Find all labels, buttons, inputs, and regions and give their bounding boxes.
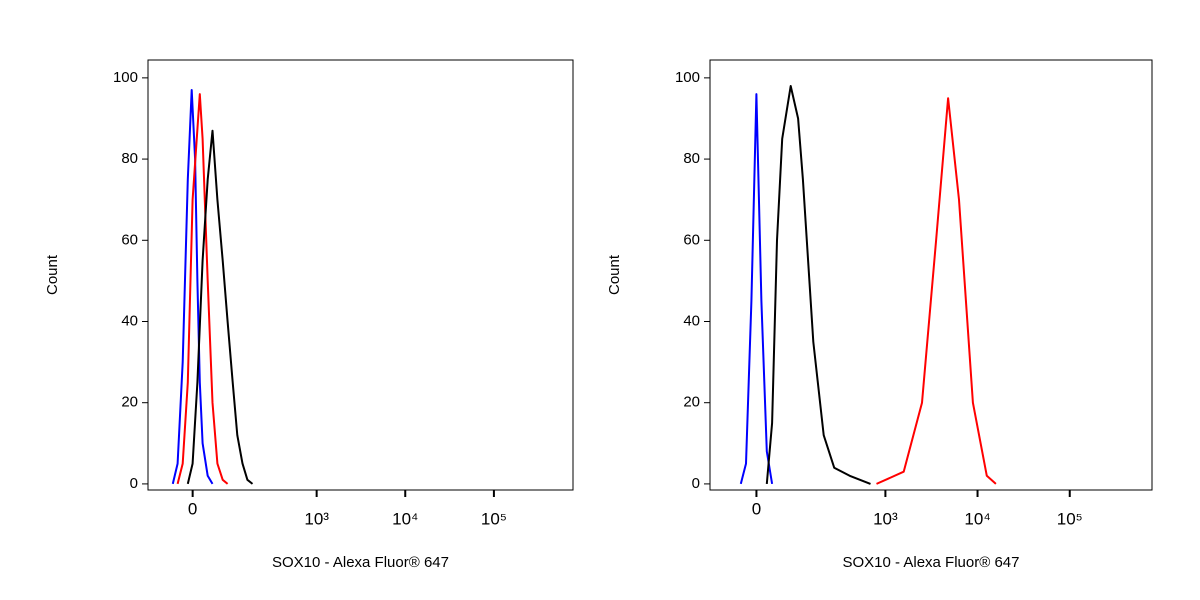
- y-tick-label: 80: [683, 150, 700, 167]
- y-tick-label: 40: [121, 312, 138, 329]
- histogram-line: [176, 93, 229, 485]
- y-tick-label: 20: [121, 394, 138, 411]
- plot-frame: [147, 59, 574, 491]
- x-tick-label: 10⁴: [964, 509, 990, 528]
- histogram-line: [765, 85, 871, 485]
- y-axis-label: Count: [606, 254, 623, 295]
- histogram-line: [876, 97, 997, 485]
- x-tick-label: 10⁵: [1057, 509, 1083, 528]
- y-tick-label: 100: [675, 69, 700, 86]
- y-tick-label: 60: [683, 231, 700, 248]
- histogram-line: [171, 89, 214, 485]
- x-tick-label: 10³: [873, 509, 898, 528]
- y-tick-label: 60: [121, 231, 138, 248]
- y-tick-label: 40: [683, 312, 700, 329]
- x-axis-label: SOX10 - Alexa Fluor® 647: [843, 554, 1020, 571]
- histogram-line: [739, 93, 774, 485]
- y-tick-label: 20: [683, 394, 700, 411]
- x-tick-label: 10³: [304, 509, 329, 528]
- x-tick-label: 10⁵: [481, 509, 507, 528]
- y-tick-label: 0: [130, 475, 138, 492]
- x-tick-label: 0: [188, 499, 197, 518]
- x-tick-label: 10⁴: [392, 509, 418, 528]
- x-axis-label: SOX10 - Alexa Fluor® 647: [272, 554, 449, 571]
- y-axis-label: Count: [44, 254, 61, 295]
- histogram-line: [186, 129, 254, 485]
- y-tick-label: 100: [113, 69, 138, 86]
- y-tick-label: 80: [121, 150, 138, 167]
- x-tick-label: 0: [752, 499, 761, 518]
- y-tick-label: 0: [692, 475, 700, 492]
- plot-frame: [709, 59, 1153, 491]
